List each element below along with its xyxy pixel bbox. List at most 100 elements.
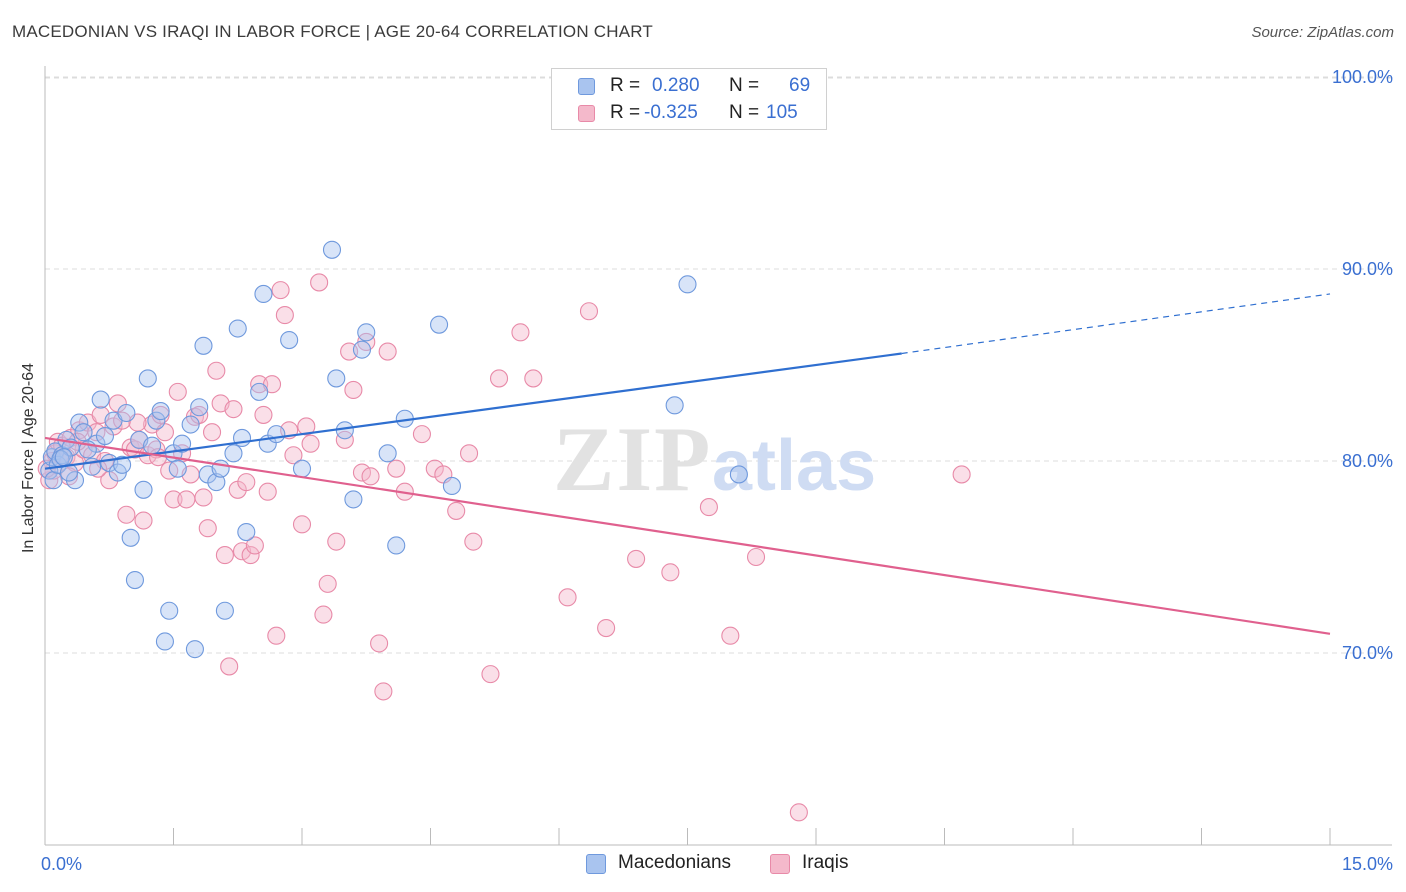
legend-r-label: R = [610,102,641,123]
legend-swatch-macedonians [578,78,595,95]
trend-lines [44,293,1331,635]
macedonians-point [91,390,110,409]
macedonians-point [151,402,170,421]
iraqis-point [370,634,389,653]
iraqis-point [789,803,808,822]
iraqis-point [318,574,337,593]
macedonians-point [147,411,166,430]
macedonians-point [74,423,93,442]
iraqis-point [220,657,239,676]
tick-labels: 70.0% 80.0% 90.0% 100.0% 0.0% 15.0% [41,67,1393,874]
macedonians-points [40,240,748,659]
y-tick-label: 100.0% [1332,67,1393,87]
macedonians-point [335,421,354,440]
bottom-legend-label: Iraqis [802,852,849,873]
chart-title: MACEDONIAN VS IRAQI IN LABOR FORCE | AGE… [12,22,653,41]
macedonians-trend-extension [901,293,1331,355]
iraqis-point [297,417,316,436]
iraqis-point [254,405,273,424]
macedonians-point [190,398,209,417]
iraqis-point [746,547,766,567]
macedonians-point [70,413,89,432]
macedonians-point [134,480,153,499]
iraqis-point [361,467,380,486]
iraqis-point [721,626,740,645]
legend-n-value: 69 [789,75,811,96]
iraqis-point [489,369,509,388]
iraqis-point [40,471,59,490]
macedonians-point [280,330,299,350]
macedonians-point [665,396,684,415]
macedonians-point [387,536,406,555]
watermark: ZIP atlas [553,408,876,510]
iraqis-point [314,605,333,624]
iraqis-point [352,463,372,482]
iraqis-point [198,519,217,538]
iraqis-point [168,382,187,401]
iraqis-point [245,536,264,555]
x-tick-label: 15.0% [1342,854,1393,874]
iraqis-point [194,488,213,507]
macedonians-point [125,570,144,590]
macedonians-point [430,315,449,334]
macedonians-point [224,444,243,463]
iraqis-point [117,505,136,524]
iraqis-point [344,380,363,400]
iraqis-points [37,273,971,822]
legend-row-macedonians: R = 0.280 N = 69 [552,74,826,100]
iraqis-point [524,369,543,388]
macedonians-point [117,403,136,423]
source-label: Source: ZipAtlas.com [1251,24,1394,41]
iraqis-point [250,375,269,394]
y-tick-label: 90.0% [1342,259,1393,279]
legend-n-label: N = [729,75,760,96]
macedonians-point [155,632,174,651]
iraqis-point [597,618,616,638]
bottom-legend-iraqis: Iraqis [770,851,870,877]
iraqis-point [627,549,646,568]
iraqis-point [164,490,183,509]
macedonians-point [138,369,157,388]
legend-n-label: N = [729,102,760,123]
macedonians-point [181,415,200,434]
iraqis-point [327,532,346,551]
macedonians-point [194,336,213,355]
iraqis-point [378,342,397,361]
macedonians-point [44,471,63,490]
macedonians-point [237,522,256,542]
iraqis-point [207,361,226,380]
watermark-zip: ZIP [553,408,712,510]
y-axis-title: In Labor Force | Age 20-64 [20,362,37,554]
macedonians-point [54,448,73,467]
y-tick-label: 70.0% [1342,643,1393,663]
macedonians-point [327,369,346,388]
iraqis-point [203,423,222,442]
iraqis-point [412,425,431,444]
iraqis-point [579,302,599,321]
iraqis-point [310,273,329,292]
macedonians-point [250,382,269,401]
iraqis-point [464,532,483,551]
iraqis-point [134,511,153,530]
iraqis-trend-line [44,436,1331,635]
iraqis-point [952,465,971,484]
iraqis-point [258,482,277,501]
bottom-legend-label: Macedonians [618,852,732,873]
iraqis-point [267,626,286,645]
iraqis-point [661,563,680,582]
macedonians-point [678,275,697,294]
iraqis-point [459,444,479,463]
macedonians-point [352,340,372,359]
macedonians-point [322,240,342,259]
legend-r-value: -0.325 [644,102,698,123]
macedonians-point [228,319,247,338]
legend-row-iraqis: R = -0.325 N = 105 [552,101,826,127]
macedonians-point [254,284,273,304]
bottom-legend-swatch-iraqis [770,854,790,874]
macedonians-point [729,465,748,484]
gridlines [45,76,1392,654]
macedonians-point [215,601,234,620]
macedonians-point [442,476,461,496]
macedonians-point [267,425,286,444]
